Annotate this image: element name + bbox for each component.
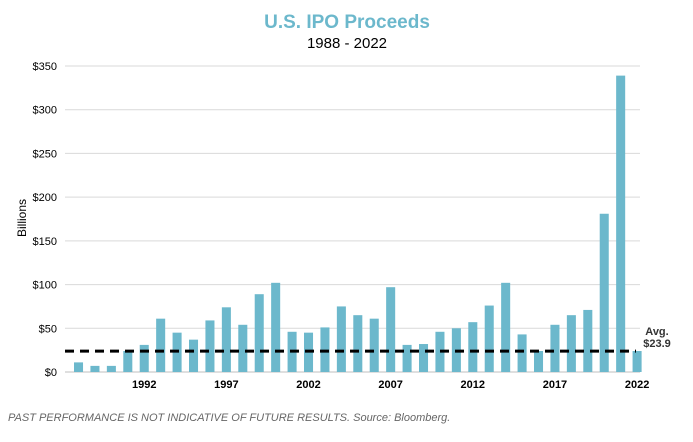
average-label: Avg. — [645, 326, 668, 338]
y-tick-label: $350 — [33, 61, 57, 73]
chart-subtitle: 1988 - 2022 — [307, 35, 387, 52]
bar-2016 — [534, 351, 544, 372]
bar-2014 — [501, 282, 511, 372]
y-tick-label: $300 — [33, 105, 57, 117]
average-value: $23.9 — [643, 338, 671, 350]
bar-1998 — [238, 324, 248, 372]
bar-2021 — [616, 75, 626, 373]
bar-2017 — [550, 324, 560, 372]
bar-1997 — [221, 307, 231, 372]
x-tick-label: 2012 — [461, 379, 485, 391]
bar-2009 — [419, 344, 429, 372]
bar-2020 — [599, 213, 609, 372]
x-tick-label: 1997 — [214, 379, 238, 391]
bar-1990 — [106, 365, 116, 372]
y-tick-label: $250 — [33, 148, 57, 160]
x-tick-label: 2002 — [296, 379, 320, 391]
x-tick-label: 2022 — [625, 379, 649, 391]
y-tick-label: $200 — [33, 192, 57, 204]
bar-1996 — [205, 320, 215, 372]
bar-2019 — [583, 309, 593, 372]
bar-1989 — [90, 365, 100, 372]
bar-2000 — [271, 282, 281, 372]
bar-2022 — [632, 351, 642, 372]
x-tick-label: 1992 — [132, 379, 156, 391]
chart-title: U.S. IPO Proceeds — [264, 12, 430, 33]
y-tick-label: $150 — [33, 236, 57, 248]
y-axis-ticks: $0 $50 $100 $150 $200 $250 $300 $350 — [33, 61, 57, 379]
bar-1991 — [123, 351, 133, 372]
bar-2010 — [435, 331, 445, 372]
bar-1988 — [74, 362, 84, 372]
bar-1995 — [189, 339, 199, 372]
bar-1999 — [254, 294, 264, 372]
x-axis-ticks: 1992 1997 2002 2007 2012 2017 2022 — [132, 379, 649, 391]
footnote: PAST PERFORMANCE IS NOT INDICATIVE OF FU… — [8, 412, 451, 424]
y-tick-label: $0 — [45, 367, 57, 379]
bar-1992 — [139, 344, 149, 372]
y-tick-label: $50 — [39, 323, 57, 335]
bar-1993 — [156, 318, 166, 372]
bar-2007 — [386, 287, 396, 372]
chart: U.S. IPO Proceeds 1988 - 2022 Billions $… — [15, 12, 671, 391]
bar-2008 — [402, 344, 412, 372]
x-tick-label: 2007 — [378, 379, 402, 391]
x-tick-label: 2017 — [543, 379, 567, 391]
bar-2004 — [336, 306, 346, 372]
bar-2013 — [484, 305, 494, 372]
bar-2012 — [468, 322, 478, 372]
bar-2015 — [517, 334, 527, 372]
y-tick-label: $100 — [33, 280, 57, 292]
bars — [74, 75, 642, 373]
y-axis-label: Billions — [15, 199, 29, 237]
bar-2006 — [369, 318, 379, 372]
bar-2005 — [353, 315, 363, 372]
bar-2018 — [566, 315, 576, 372]
